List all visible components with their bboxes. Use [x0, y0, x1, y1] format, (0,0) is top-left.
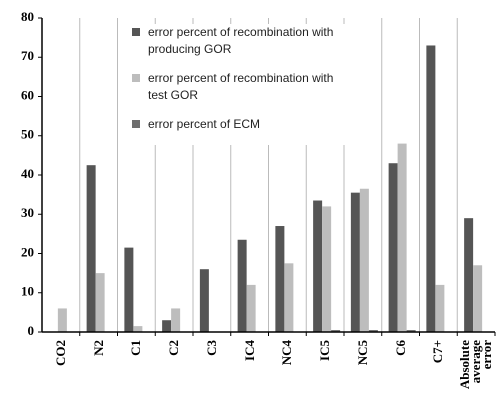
bar [359, 188, 369, 332]
bar [313, 200, 323, 332]
bar [162, 320, 172, 332]
bar [95, 273, 105, 332]
y-tick-label: 60 [21, 87, 34, 102]
bar [86, 165, 96, 332]
x-tick-label: C1 [128, 340, 144, 356]
bar [199, 269, 209, 332]
y-tick-label: 50 [21, 127, 34, 142]
legend-item: error percent of recombination with prod… [128, 24, 353, 58]
y-tick-label: 20 [21, 244, 34, 259]
bar [397, 143, 407, 332]
x-tick-label: C3 [203, 340, 219, 356]
y-tick-label: 40 [21, 166, 34, 181]
bar [57, 308, 67, 332]
bar [133, 326, 143, 332]
bar [406, 330, 416, 332]
bar [284, 263, 294, 332]
bar [473, 265, 483, 332]
legend-swatch [132, 120, 140, 128]
legend-swatch [132, 28, 140, 36]
y-tick-label: 70 [21, 48, 34, 63]
legend-item: error percent of recombination with test… [128, 70, 353, 104]
x-tick-label: IC5 [317, 340, 333, 361]
bar [426, 45, 436, 332]
y-tick-label: 10 [21, 284, 34, 299]
y-tick-label: 0 [28, 323, 35, 338]
x-tick-label: NC4 [279, 340, 295, 366]
x-tick-label: C6 [392, 340, 408, 356]
bar [246, 284, 256, 332]
legend-label: error percent of ECM [148, 117, 261, 131]
bar [237, 239, 247, 332]
x-tick-label: IC4 [241, 340, 257, 361]
bar [388, 163, 398, 332]
bar [171, 308, 181, 332]
x-tick-label: C7+ [430, 340, 446, 364]
bar [331, 330, 341, 332]
bar [464, 218, 474, 332]
legend-label: error percent of recombination with prod… [148, 25, 334, 56]
bar [350, 192, 360, 332]
x-tick-label: C2 [166, 340, 182, 356]
x-tick-label: N2 [90, 340, 106, 356]
y-tick-label: 30 [21, 205, 34, 220]
legend-swatch [132, 74, 140, 82]
legend-item: error percent of ECM [128, 116, 353, 133]
bar [322, 206, 332, 332]
bar [275, 226, 285, 332]
bar [368, 330, 378, 332]
bar [435, 284, 445, 332]
x-tick-label: CO2 [52, 340, 68, 366]
x-tick-label: Absolute average error [457, 340, 495, 390]
legend-label: error percent of recombination with test… [148, 71, 334, 102]
y-tick-label: 80 [21, 9, 34, 24]
x-tick-label: NC5 [354, 340, 370, 366]
bar [124, 247, 134, 332]
legend: error percent of recombination with prod… [128, 24, 353, 145]
